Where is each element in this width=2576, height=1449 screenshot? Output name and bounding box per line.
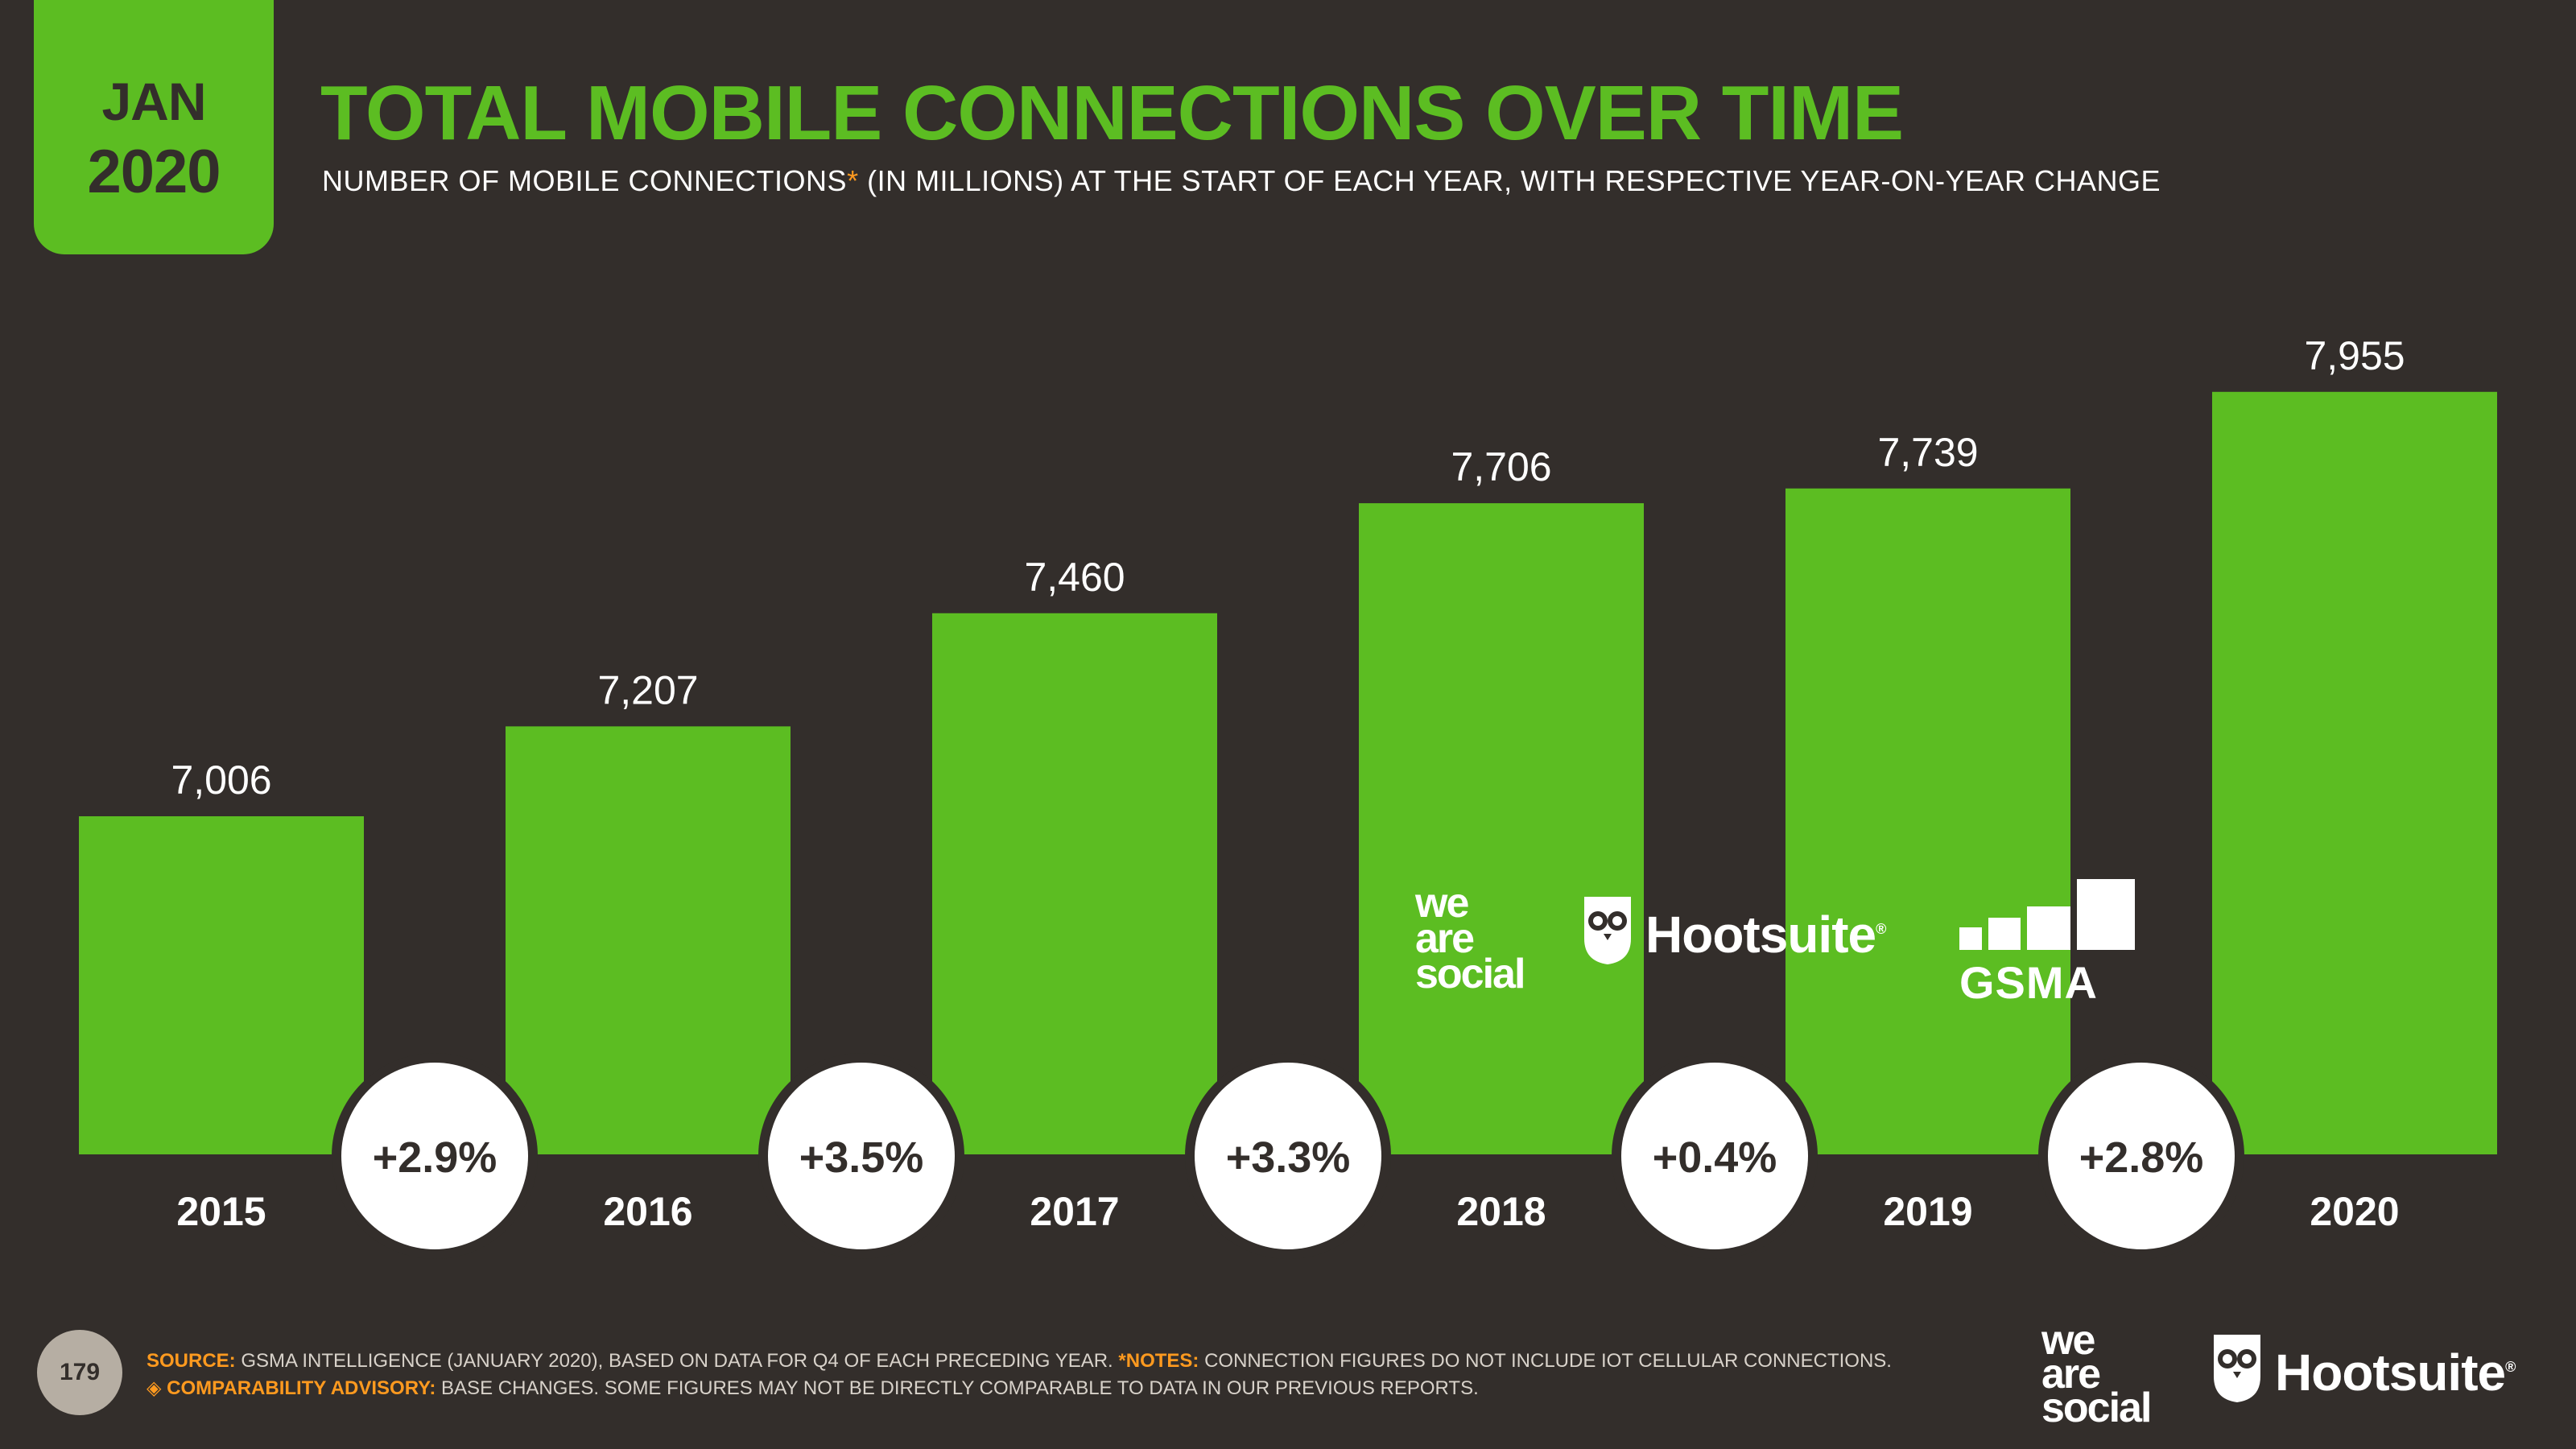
page-number: 179 (37, 1330, 122, 1415)
yoy-change-label-0: +2.9% (373, 1133, 497, 1182)
footer-was-line2: are (2041, 1351, 2101, 1397)
comparability-icon: ◈ (147, 1377, 162, 1399)
date-badge: JAN 2020 (34, 0, 274, 254)
yoy-bubble-0 (341, 1063, 528, 1249)
logo-was-line2: are (1415, 915, 1475, 962)
badge-year: 2020 (87, 138, 221, 206)
source-text: GSMA INTELLIGENCE (JANUARY 2020), BASED … (235, 1350, 1119, 1372)
page-title: TOTAL MOBILE CONNECTIONS OVER TIME (320, 70, 1904, 156)
yoy-bubble-1 (768, 1063, 955, 1249)
yoy-bubble-3 (1621, 1063, 1808, 1249)
connections-bar-chart: 7,006 2015 7,207 2016 7,460 2017 7,706 2018 7,73… (79, 332, 2497, 1249)
yoy-change-label-3: +0.4% (1653, 1133, 1777, 1182)
yoy-bubble-2 (1195, 1063, 1381, 1249)
category-label-2018: 2018 (1456, 1189, 1546, 1234)
advisory-line: ◈ COMPARABILITY ADVISORY: BASE CHANGES. … (147, 1375, 1892, 1402)
notes-key: *NOTES: (1118, 1350, 1199, 1372)
value-label-2020: 7,955 (2304, 333, 2405, 378)
footer: 179 SOURCE: GSMA INTELLIGENCE (JANUARY 2… (0, 1288, 2576, 1449)
advisory-text: BASE CHANGES. SOME FIGURES MAY NOT BE DI… (436, 1377, 1479, 1399)
logo-was-line1: we (1415, 880, 1469, 927)
yoy-change-label-4: +2.8% (2079, 1133, 2204, 1182)
bar-2016 (506, 726, 791, 1154)
category-label-2019: 2019 (1883, 1189, 1972, 1234)
hootsuite-name: Hootsuite (1645, 906, 1876, 964)
value-label-2015: 7,006 (171, 758, 271, 803)
category-label-2016: 2016 (603, 1189, 692, 1234)
footer-was-line1: we (2041, 1317, 2095, 1364)
value-label-2017: 7,460 (1024, 555, 1125, 600)
page-subtitle: NUMBER OF MOBILE CONNECTIONS* (IN MILLIO… (322, 164, 2161, 198)
we-are-social-footer-logo: we are social (2041, 1317, 2152, 1431)
value-label-2019: 7,739 (1877, 430, 1978, 475)
category-label-2017: 2017 (1030, 1189, 1119, 1234)
hootsuite-footer-wordmark: Hootsuite® (2275, 1343, 2516, 1402)
value-label-2016: 7,207 (597, 667, 698, 712)
yoy-bubble-4 (2048, 1063, 2235, 1249)
advisory-key: COMPARABILITY ADVISORY: (167, 1377, 436, 1399)
gsma-wordmark: GSMA (1959, 957, 2098, 1008)
subtitle-rest: (IN MILLIONS) AT THE START OF EACH YEAR,… (858, 164, 2161, 197)
bar-2019 (1785, 488, 2070, 1154)
registered-mark: ® (1876, 921, 1886, 937)
partner-logos: we are social Hootsuite® GSMA (1401, 861, 2157, 1008)
source-key: SOURCE: (147, 1350, 236, 1372)
category-label-2015: 2015 (176, 1189, 266, 1234)
subtitle-main: NUMBER OF MOBILE CONNECTIONS (322, 164, 848, 197)
category-label-2020: 2020 (2310, 1189, 2399, 1234)
gsma-logo: GSMA (1956, 869, 2141, 1008)
hootsuite-footer-name: Hootsuite (2275, 1344, 2506, 1402)
source-notes: SOURCE: GSMA INTELLIGENCE (JANUARY 2020)… (147, 1348, 1892, 1402)
logo-was-line3: social (1415, 951, 1525, 997)
notes-text: CONNECTION FIGURES DO NOT INCLUDE IOT CE… (1199, 1350, 1892, 1372)
yoy-change-label-2: +3.3% (1226, 1133, 1351, 1182)
footer-was-line3: social (2041, 1385, 2152, 1431)
owl-icon (1584, 897, 1631, 964)
badge-month: JAN (101, 72, 206, 131)
footer-registered-mark: ® (2505, 1359, 2516, 1375)
bar-2018 (1359, 503, 1644, 1154)
hootsuite-wordmark: Hootsuite® (1645, 905, 1886, 964)
bar-2017 (932, 613, 1217, 1154)
owl-icon (2214, 1335, 2260, 1402)
source-line: SOURCE: GSMA INTELLIGENCE (JANUARY 2020)… (147, 1348, 1892, 1375)
bar-2015 (79, 816, 364, 1154)
we-are-social-logo: we are social (1415, 880, 1525, 997)
bar-2020 (2212, 391, 2497, 1154)
yoy-change-label-1: +3.5% (799, 1133, 924, 1182)
subtitle-asterisk: * (847, 164, 859, 197)
value-label-2018: 7,706 (1451, 444, 1551, 489)
